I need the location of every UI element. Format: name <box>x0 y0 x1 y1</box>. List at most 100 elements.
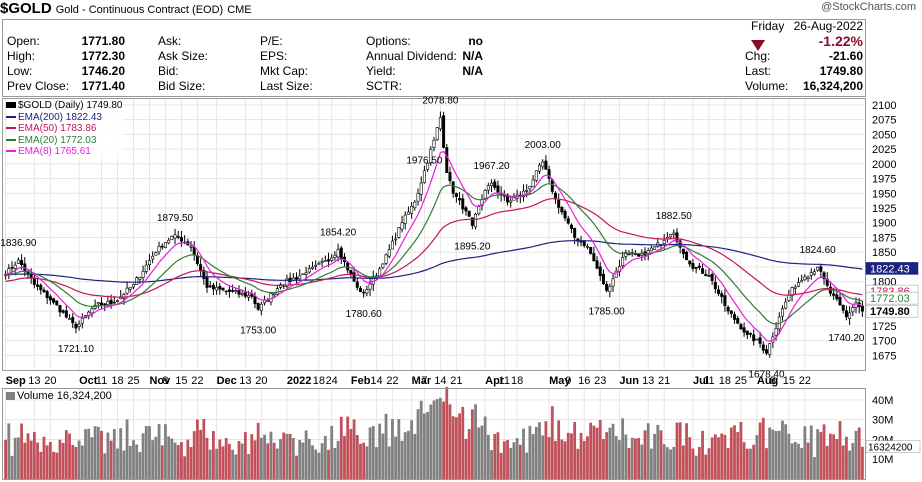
candle-body <box>416 192 420 202</box>
price-panel <box>2 98 866 371</box>
candle-body <box>160 245 164 248</box>
volume-bar <box>544 421 548 479</box>
volume-bar <box>55 452 59 479</box>
candle-body <box>23 263 27 271</box>
volume-bar <box>282 432 286 479</box>
volume-bar <box>346 416 350 479</box>
line-swatch-icon <box>6 138 16 141</box>
volume-tick-label: 30M <box>872 415 893 427</box>
candle-body <box>39 284 43 291</box>
candle-body <box>470 217 474 226</box>
volume-bar <box>649 448 653 479</box>
high-value: 1772.30 <box>81 49 125 63</box>
volume-bar <box>675 422 679 479</box>
volume-bar <box>835 439 839 479</box>
open-value: 1771.80 <box>81 34 125 48</box>
volume-bar <box>320 443 324 479</box>
volume-bar <box>202 418 206 479</box>
volume-bar <box>378 423 382 479</box>
candle-body <box>806 276 810 279</box>
volume-bar <box>851 443 855 479</box>
volume-value: 16,324,200 <box>802 79 863 93</box>
volume-bar <box>355 435 359 479</box>
candle-body <box>774 327 778 336</box>
volume-swatch-icon <box>6 392 15 401</box>
candle-body <box>202 269 206 279</box>
y-tick-label: 1975 <box>872 174 896 186</box>
volume-bar <box>128 445 132 479</box>
volume-bar <box>458 413 461 479</box>
candle-body <box>506 194 510 203</box>
candle-body <box>585 245 589 248</box>
candle-body <box>96 302 100 305</box>
volume-bar <box>180 442 183 479</box>
y-tick-label: 2075 <box>872 115 896 127</box>
volume-bar <box>582 440 586 479</box>
candle-body <box>614 270 618 278</box>
volume-bar <box>339 416 343 479</box>
legend-ema50-label: EMA(50) 1783.86 <box>18 123 97 134</box>
candle-body <box>77 323 81 327</box>
legend-ema8-label: EMA(8) 1765.61 <box>18 146 91 157</box>
x-tick-label: 16 <box>578 375 590 387</box>
candle-body <box>333 254 337 258</box>
candle-body <box>237 290 241 295</box>
x-tick-label: 11 <box>96 375 107 387</box>
volume-bar <box>528 425 532 479</box>
volume-bar <box>45 445 49 479</box>
volume-bar <box>438 397 442 479</box>
volume-bar <box>119 428 123 479</box>
candle-body <box>538 164 542 172</box>
candle-body <box>598 266 602 277</box>
candle-body <box>320 261 324 263</box>
volume-bar <box>263 434 266 479</box>
volume-bar <box>512 442 516 479</box>
volume-bar <box>426 411 430 479</box>
volume-bar <box>234 454 238 479</box>
x-tick-label: 24 <box>326 375 338 387</box>
candle-body <box>103 303 107 306</box>
volume-bar <box>797 443 800 479</box>
y-tick-label: 1700 <box>872 336 896 348</box>
candle-body <box>486 185 490 191</box>
volume-bar <box>221 446 225 479</box>
price-annotation: 1895.20 <box>454 242 491 253</box>
volume-bar <box>819 432 823 479</box>
volume-bar <box>688 437 692 479</box>
candle-body <box>560 206 564 213</box>
price-annotation: 1785.00 <box>589 306 626 317</box>
candle-body <box>704 273 708 277</box>
candle-body <box>838 297 842 306</box>
candle-body <box>362 291 366 294</box>
volume-bar <box>176 445 180 479</box>
volume-bar <box>627 447 631 479</box>
volume-bar <box>109 440 113 479</box>
ema-line <box>5 198 863 298</box>
candle-body <box>848 312 852 319</box>
volume-bar <box>451 416 455 479</box>
volume-bar <box>368 427 372 479</box>
volume-bar <box>662 444 666 479</box>
volume-bar <box>269 431 273 479</box>
candle-body <box>653 246 657 250</box>
volume-bar <box>148 426 151 479</box>
volume-bar <box>576 448 580 479</box>
volume-bar <box>534 426 538 479</box>
candle-body <box>71 317 75 324</box>
volume-bar <box>608 427 612 479</box>
volume-bar <box>861 446 864 479</box>
volume-tick-label: 10M <box>872 454 893 466</box>
volume-bar <box>640 444 644 479</box>
volume-bar <box>618 440 621 479</box>
y-tick-label: 2050 <box>872 129 896 141</box>
volume-bar <box>560 439 564 479</box>
low-value: 1746.20 <box>81 64 125 78</box>
candle-body <box>531 179 535 188</box>
volume-bar <box>87 428 91 479</box>
candle-body <box>170 235 174 241</box>
candle-body <box>733 314 737 320</box>
x-tick-label: 25 <box>127 375 139 387</box>
candle-body <box>522 190 526 198</box>
candle-body <box>729 310 733 314</box>
